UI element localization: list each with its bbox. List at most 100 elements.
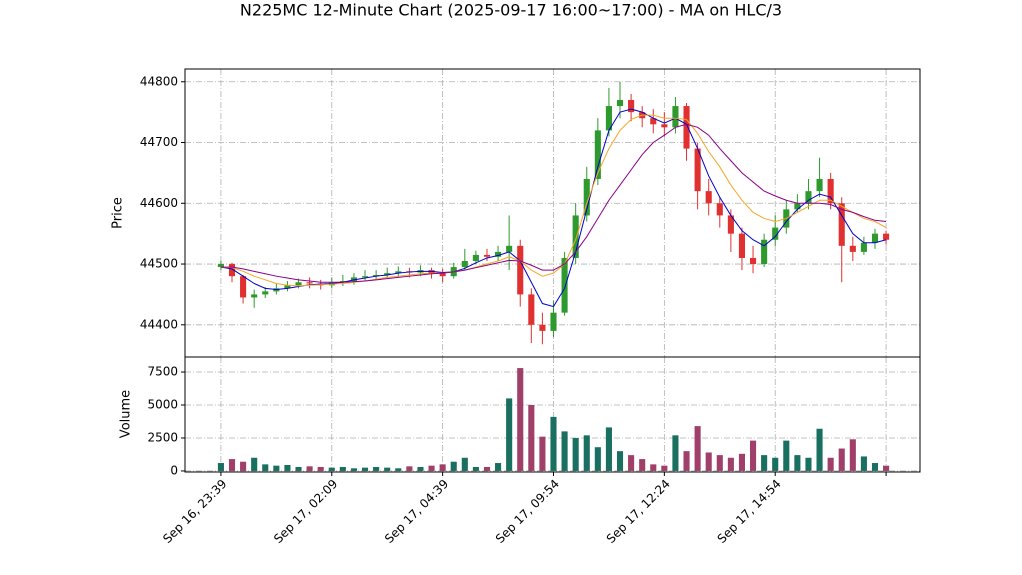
volume-bar: [217, 463, 224, 471]
volume-bar: [794, 455, 801, 471]
candle-body: [661, 124, 668, 128]
candle-body: [361, 276, 369, 278]
x-tick-label: Sep 16, 23:39: [160, 477, 229, 546]
candle-body: [561, 257, 568, 313]
candle-body: [572, 215, 579, 258]
candle-body: [350, 277, 357, 282]
volume-bar: [550, 416, 557, 471]
volume-bar: [605, 427, 612, 471]
volume-bar: [495, 463, 502, 471]
volume-bar: [506, 398, 513, 471]
candle-body: [461, 261, 468, 268]
candle-body: [605, 106, 612, 131]
chart-title: N225MC 12-Minute Chart (2025-09-17 16:00…: [240, 1, 782, 20]
candle-body: [616, 99, 624, 107]
volume-axis-label: Volume: [119, 390, 134, 438]
candle-body: [727, 215, 734, 234]
candle-body: [339, 281, 346, 283]
candle-body: [550, 312, 557, 331]
x-tick-label: Sep 17, 09:54: [493, 477, 562, 546]
volume-bar: [461, 457, 468, 471]
volume-bar: [450, 461, 457, 471]
volume-bar: [849, 439, 856, 471]
volume-bar: [827, 457, 834, 471]
volume-bar: [661, 465, 668, 471]
volume-bar: [838, 448, 845, 471]
candle-body: [849, 245, 856, 252]
volume-bar: [240, 461, 247, 471]
volume-bar: [594, 447, 601, 471]
candle-body: [805, 191, 812, 204]
volume-bar: [705, 452, 712, 471]
candle-body: [251, 294, 258, 298]
candle-body: [506, 245, 513, 252]
volume-bar: [772, 457, 779, 471]
volume-bar: [262, 464, 269, 471]
volume-bar: [306, 466, 313, 471]
volume-bar: [572, 437, 579, 471]
volume-bar: [738, 453, 746, 471]
volume-bar: [428, 465, 435, 471]
volume-bar: [395, 468, 402, 471]
volume-bar: [672, 435, 679, 471]
volume-bar: [406, 466, 413, 471]
x-tick-label: Sep 17, 04:39: [382, 477, 451, 546]
candle-body: [395, 271, 402, 274]
volume-bar: [561, 431, 568, 471]
candle-body: [772, 227, 779, 240]
volume-bar: [228, 459, 236, 471]
volume-bar: [339, 466, 346, 471]
candle-body: [883, 233, 890, 240]
volume-bar: [871, 463, 879, 471]
y-axis-label: Price: [111, 197, 126, 229]
volume-bar: [417, 466, 424, 471]
moving-average-line: [220, 114, 887, 287]
candle-body: [761, 239, 768, 265]
candle-body: [284, 285, 291, 289]
candle-body: [738, 233, 746, 258]
volume-bar: [883, 465, 890, 471]
volume-bar: [816, 428, 823, 471]
candle-body: [495, 251, 502, 257]
volume-bar: [328, 467, 335, 471]
candle-body: [528, 294, 535, 325]
candle-body: [838, 203, 845, 246]
candle-body: [373, 274, 380, 277]
y-tick-label: 44500: [140, 257, 178, 271]
volume-bar: [683, 451, 690, 471]
candle-body: [794, 203, 801, 210]
candle-body: [217, 264, 224, 268]
y-tick-label: 44700: [140, 135, 178, 149]
volume-bar: [273, 465, 280, 471]
candle-body: [439, 273, 446, 277]
x-tick-label: Sep 17, 14:54: [715, 477, 784, 546]
candle-body: [594, 130, 601, 179]
candle-body: [672, 106, 679, 128]
candle-body: [262, 291, 269, 295]
candle-body: [539, 324, 546, 331]
volume-bar: [650, 464, 657, 471]
candle-body: [705, 191, 712, 204]
x-tick-label: Sep 17, 02:09: [271, 477, 340, 546]
candle-body: [694, 148, 701, 192]
volume-bar: [583, 435, 590, 471]
candle-body: [384, 273, 391, 275]
candle-body: [472, 254, 479, 261]
volume-bar: [694, 426, 701, 471]
candle-body: [749, 257, 757, 265]
volume-bar: [373, 466, 380, 471]
volume-bar: [716, 455, 723, 471]
candle-body: [583, 178, 590, 216]
volume-bar: [616, 451, 624, 471]
y-tick-label: 44400: [140, 317, 178, 331]
volume-bar: [384, 467, 391, 471]
x-tick-label: Sep 17, 12:24: [604, 477, 673, 546]
candle-body: [295, 282, 302, 286]
candle-body: [716, 203, 723, 216]
volume-bar: [761, 455, 768, 471]
volume-bar: [783, 440, 790, 471]
volume-tick-label: 5000: [147, 398, 178, 412]
volume-bar: [727, 457, 734, 471]
volume-bar: [317, 466, 324, 471]
